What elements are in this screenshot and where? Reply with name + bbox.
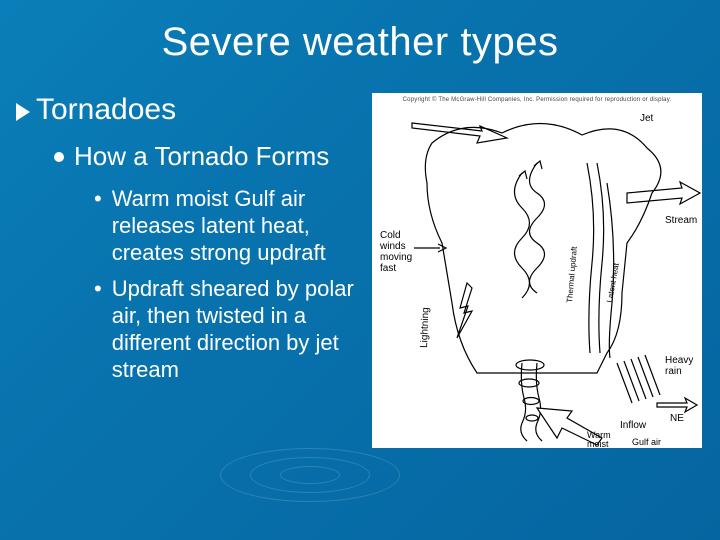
bullet-level3: • Warm moist Gulf air releases latent he… — [94, 186, 364, 266]
label-jet: Jet — [640, 113, 654, 124]
bullet-level1-text: Tornadoes — [36, 93, 176, 127]
label-lightning: Lightning — [419, 307, 431, 348]
bullet-level3-text: Updraft sheared by polar air, then twist… — [112, 276, 354, 383]
content-row: Tornadoes How a Tornado Forms • Warm moi… — [0, 93, 720, 448]
label-latent-heat: Latent heat — [605, 262, 621, 304]
bullet-level2-text: How a Tornado Forms — [74, 141, 329, 172]
label-stream: Stream — [665, 215, 697, 226]
label-cold-winds-4: fast — [380, 263, 396, 274]
ripple-decoration — [200, 440, 420, 510]
bullet-level3-text: Warm moist Gulf air releases latent heat… — [112, 186, 354, 266]
label-inflow: Inflow — [620, 420, 647, 431]
tornado-diagram: Copyright © The McGraw-Hill Companies, I… — [372, 93, 702, 448]
bullet-level1: Tornadoes — [16, 93, 364, 127]
bullet-level3: • Updraft sheared by polar air, then twi… — [94, 276, 364, 383]
label-cold-winds-1: Cold — [380, 230, 401, 241]
label-thermal-updraft: Thermal updraft — [565, 245, 579, 303]
disc-icon — [54, 152, 64, 162]
triangle-right-icon — [16, 103, 30, 121]
diagram-svg: Jet Stream Cold winds moving fast Lightn… — [372, 93, 702, 448]
bullet-dot-icon: • — [94, 186, 102, 213]
slide-title: Severe weather types — [0, 20, 720, 65]
label-warm-3: Gulf air — [632, 437, 661, 447]
label-cold-winds-2: winds — [379, 241, 406, 252]
diagram-copyright: Copyright © The McGraw-Hill Companies, I… — [372, 97, 702, 103]
bullet-dot-icon: • — [94, 276, 102, 303]
label-heavy-2: rain — [665, 366, 682, 377]
label-warm-2: moist — [587, 439, 609, 448]
text-column: Tornadoes How a Tornado Forms • Warm moi… — [24, 93, 364, 448]
slide: Severe weather types Tornadoes How a Tor… — [0, 0, 720, 540]
label-ne: NE — [670, 413, 684, 424]
label-cold-winds-3: moving — [380, 252, 412, 263]
label-heavy-1: Heavy — [665, 355, 693, 366]
bullet-level2: How a Tornado Forms — [54, 141, 364, 172]
diagram-column: Copyright © The McGraw-Hill Companies, I… — [372, 93, 702, 448]
